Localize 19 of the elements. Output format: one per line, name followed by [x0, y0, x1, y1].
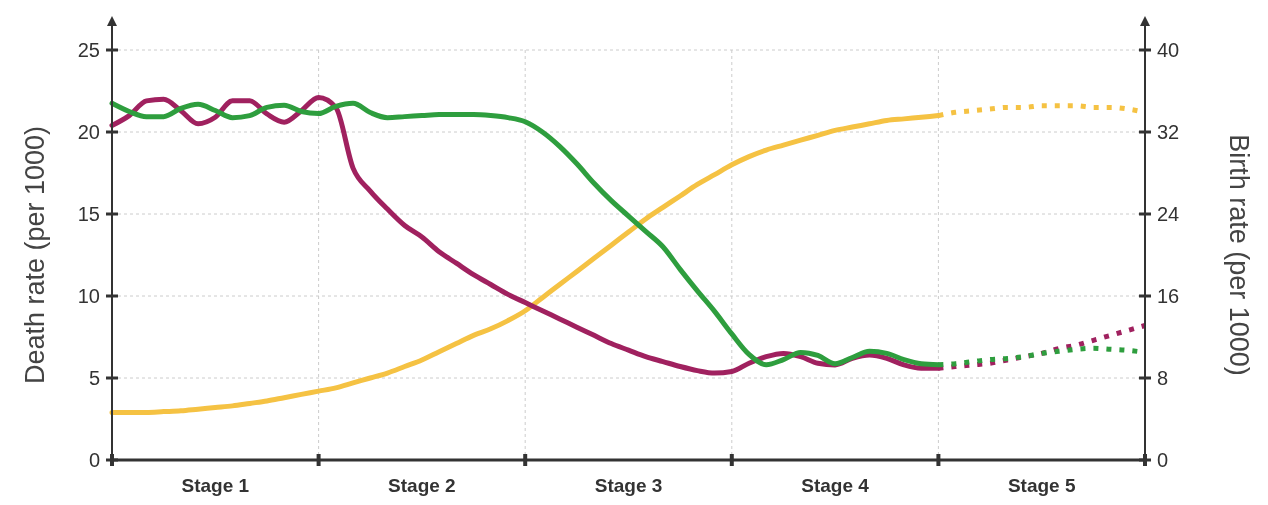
y2-tick-label: 16: [1157, 285, 1180, 307]
x-tick-label: Stage 1: [181, 475, 250, 496]
y-tick-label: 20: [77, 121, 100, 143]
x-tick-label: Stage 4: [801, 475, 870, 496]
y2-tick-label: 40: [1157, 39, 1180, 61]
y2-tick-label: 24: [1157, 203, 1180, 225]
x-tick-label: Stage 3: [594, 475, 663, 496]
y-axis-title: Death rate (per 1000): [20, 125, 50, 385]
y2-tick-label: 0: [1157, 449, 1169, 471]
y-tick-label: 15: [77, 203, 100, 225]
y2-tick-label: 32: [1157, 121, 1180, 143]
x-tick-label: Stage 5: [1007, 475, 1076, 496]
y-tick-label: 25: [77, 39, 100, 61]
y2-axis-title: Birth rate (per 1000): [1224, 134, 1254, 376]
y-tick-label: 0: [88, 449, 100, 471]
y2-tick-label: 8: [1157, 367, 1169, 389]
x-tick-label: Stage 2: [388, 475, 456, 496]
y-tick-label: 5: [88, 367, 100, 389]
y-tick-label: 10: [77, 285, 100, 307]
